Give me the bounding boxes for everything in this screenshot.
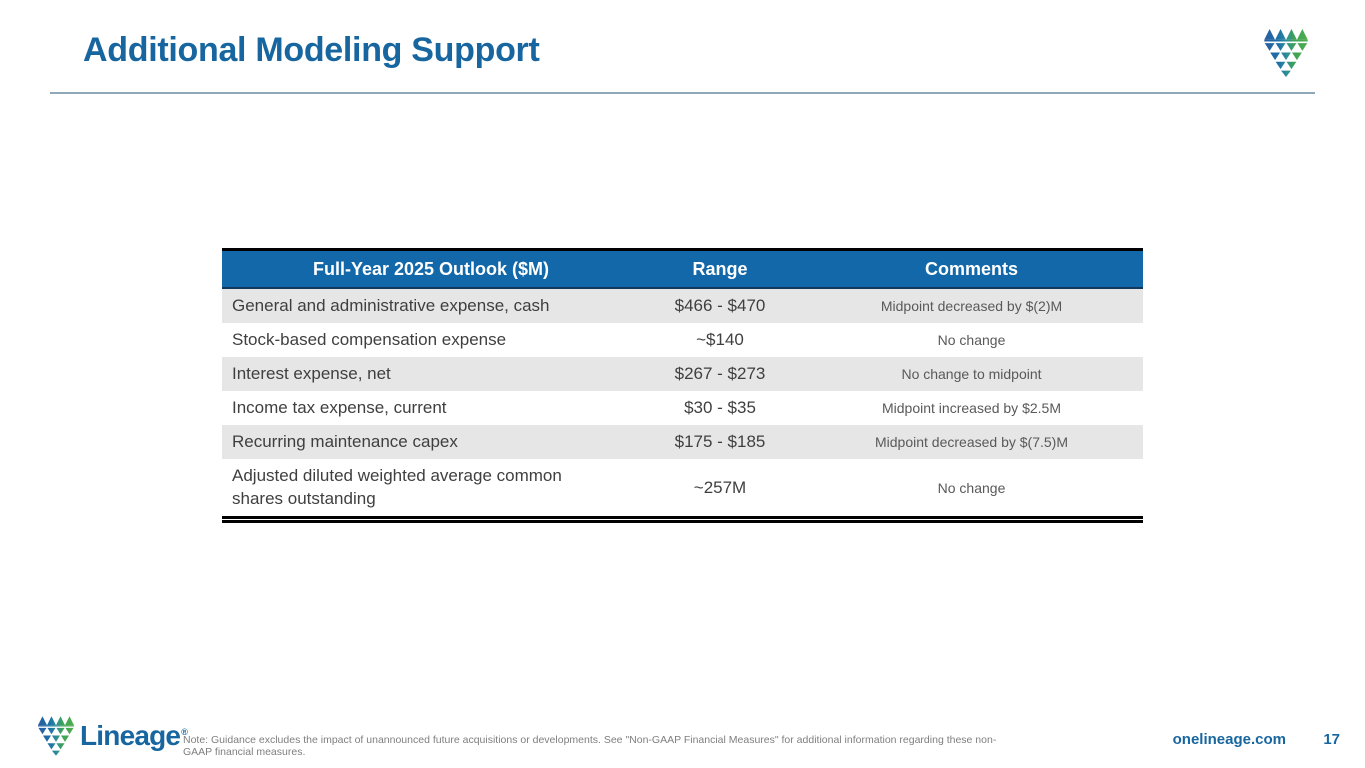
row-comment: No change — [937, 332, 1006, 348]
row-range: $466 - $470 — [674, 296, 766, 315]
table-row: Income tax expense, current $30 - $35 Mi… — [222, 391, 1143, 425]
table-row: Recurring maintenance capex $175 - $185 … — [222, 425, 1143, 459]
row-comment: Midpoint decreased by $(2)M — [880, 298, 1063, 314]
table-row: Stock-based compensation expense ~$140 N… — [222, 323, 1143, 357]
row-range: $175 - $185 — [674, 432, 766, 451]
page-number: 17 — [1323, 731, 1340, 748]
column-header-range: Range — [692, 258, 748, 279]
row-comment: Midpoint decreased by $(7.5)M — [875, 434, 1068, 450]
lineage-shield-icon — [1264, 29, 1308, 77]
row-label: General and administrative expense, cash — [232, 295, 550, 315]
title-divider — [50, 92, 1315, 94]
table-row: General and administrative expense, cash… — [222, 289, 1143, 323]
row-label: Income tax expense, current — [232, 397, 447, 417]
column-header-comments: Comments — [924, 258, 1018, 279]
row-range: ~$140 — [696, 330, 744, 349]
row-range: $267 - $273 — [674, 364, 766, 383]
lineage-shield-icon — [38, 716, 74, 756]
brand-wordmark: Lineage® — [80, 720, 188, 751]
table-row: Adjusted diluted weighted average common… — [222, 459, 1143, 516]
table-row: Interest expense, net $267 - $273 No cha… — [222, 357, 1143, 391]
page-title: Additional Modeling Support — [83, 31, 540, 69]
row-comment: No change to midpoint — [901, 366, 1042, 382]
brand-name: Lineage — [80, 720, 181, 751]
column-header-outlook: Full-Year 2025 Outlook ($M) — [312, 258, 550, 279]
row-label: Recurring maintenance capex — [232, 431, 458, 451]
row-range: ~257M — [693, 477, 747, 497]
outlook-table: Full-Year 2025 Outlook ($M) Range Commen… — [222, 248, 1143, 523]
row-comment: Midpoint increased by $2.5M — [882, 400, 1061, 416]
row-comment: No change — [937, 479, 1006, 496]
website-link: onelineage.com — [1172, 731, 1286, 748]
row-label: Stock-based compensation expense — [232, 329, 507, 349]
registered-trademark-mark: ® — [181, 726, 188, 737]
guidance-footnote: Note: Guidance excludes the impact of un… — [183, 734, 997, 758]
table-bottom-border — [222, 516, 1143, 523]
row-range: $30 - $35 — [684, 398, 756, 417]
footer-brand-logo: Lineage® — [38, 716, 188, 756]
table-header-row: Full-Year 2025 Outlook ($M) Range Commen… — [222, 251, 1143, 289]
row-label: Interest expense, net — [232, 363, 391, 383]
row-label: Adjusted diluted weighted average common… — [232, 465, 562, 508]
